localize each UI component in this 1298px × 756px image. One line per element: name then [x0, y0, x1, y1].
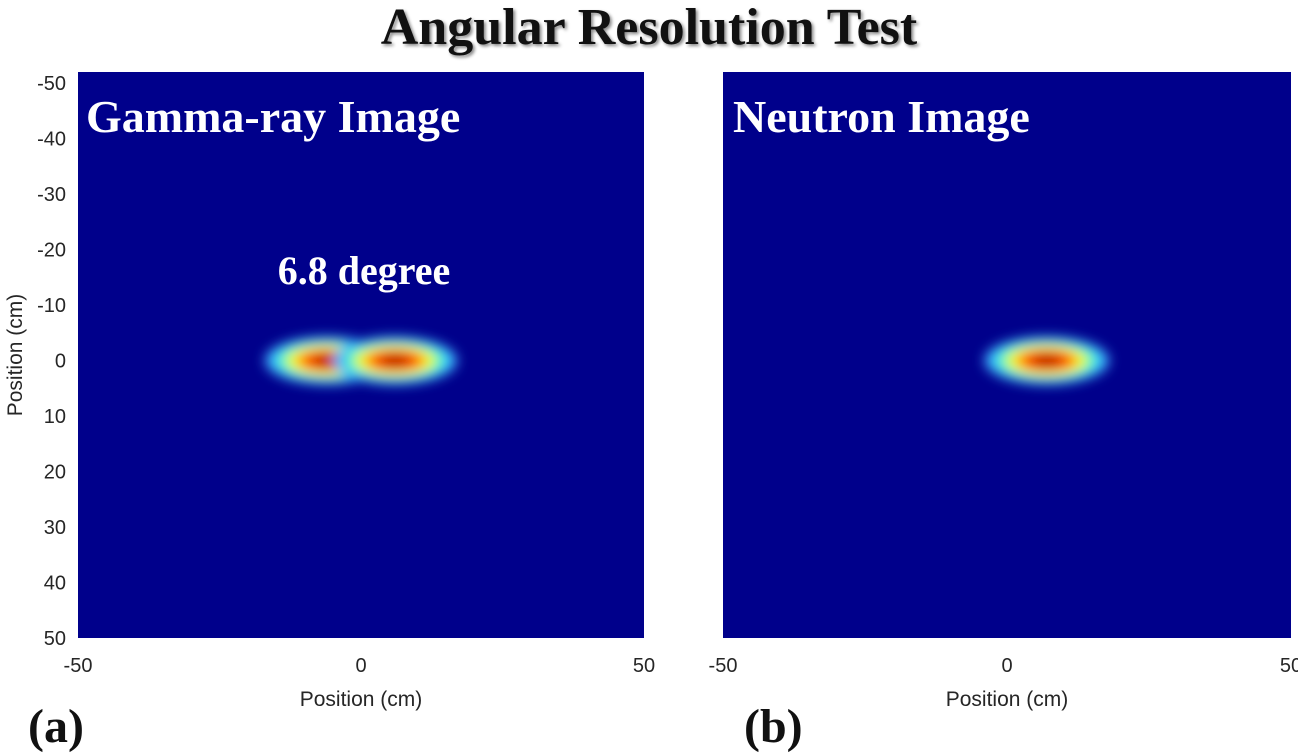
y-tick-label: -20: [37, 240, 66, 262]
x-ticks-b: -50 0 50: [709, 655, 1298, 677]
panel-a: -50 -40 -30 -20 -10 0 10 20 30 40 50 -50 0 50 Gamma-…: [4, 72, 655, 753]
x-ticks-a: -50 0 50: [64, 655, 656, 677]
y-tick-label: 0: [55, 351, 66, 373]
x-tick-label: 50: [1280, 655, 1298, 677]
panel-b: -50 0 50 Neutron Image Position (cm) (b): [709, 72, 1298, 753]
x-tick-label: -50: [64, 655, 93, 677]
x-axis-label-a: Position (cm): [300, 688, 423, 711]
heat-sources-b: [984, 336, 1110, 385]
heat-source-2-ring-7: [380, 354, 410, 367]
x-tick-label: 50: [633, 655, 655, 677]
y-tick-label: -40: [37, 129, 66, 151]
heat-sources-a: [264, 336, 458, 385]
panel-a-title: Gamma-ray Image: [86, 91, 460, 142]
x-tick-label: 0: [355, 655, 366, 677]
y-tick-label: 40: [44, 573, 66, 595]
panel-label-b: (b): [744, 700, 803, 753]
y-axis-label-a: Position (cm): [4, 294, 27, 417]
y-tick-label: 20: [44, 462, 66, 484]
y-tick-label: 10: [44, 406, 66, 428]
x-axis-label-b: Position (cm): [946, 688, 1069, 711]
panel-b-title: Neutron Image: [733, 91, 1030, 142]
y-tick-label: 50: [44, 628, 66, 650]
y-ticks-a: -50 -40 -30 -20 -10 0 10 20 30 40 50: [37, 73, 66, 650]
y-tick-label: 30: [44, 517, 66, 539]
y-tick-label: -10: [37, 295, 66, 317]
x-tick-label: 0: [1001, 655, 1012, 677]
heat-source-1-ring-7: [1031, 354, 1062, 367]
y-tick-label: -30: [37, 184, 66, 206]
main-title: Angular Resolution Test: [380, 0, 918, 56]
panel-label-a: (a): [28, 700, 84, 753]
x-tick-label: -50: [709, 655, 738, 677]
angular-separation-annotation: 6.8 degree: [278, 248, 451, 293]
y-tick-label: -50: [37, 73, 66, 95]
